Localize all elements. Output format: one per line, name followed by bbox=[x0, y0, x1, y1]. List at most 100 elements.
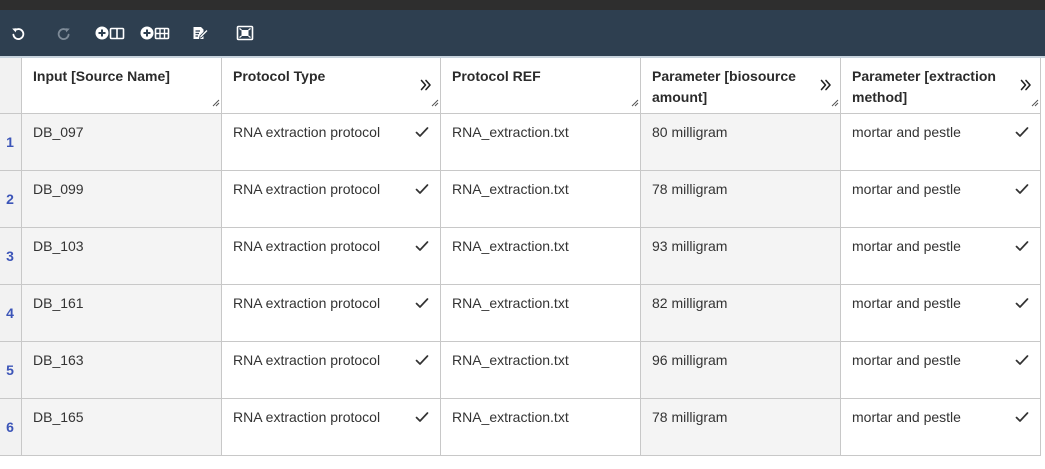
edit-table-button[interactable] bbox=[189, 10, 211, 56]
table-cell[interactable]: 78 milligram bbox=[641, 171, 841, 228]
table-cell-value: 82 milligram bbox=[652, 295, 728, 311]
checkmark-icon bbox=[415, 296, 429, 314]
column-header-5[interactable]: Parameter [extraction method] bbox=[841, 58, 1041, 114]
table-cell-value: RNA_extraction.txt bbox=[452, 238, 569, 254]
table-cell-value: 78 milligram bbox=[652, 181, 728, 197]
table-cell[interactable]: mortar and pestle bbox=[841, 114, 1041, 171]
add-building-block-icon bbox=[140, 26, 170, 40]
table-cell[interactable]: RNA extraction protocol bbox=[222, 399, 441, 456]
table-cell-value: DB_161 bbox=[33, 295, 84, 311]
add-building-block-button[interactable] bbox=[139, 10, 171, 56]
row-number[interactable]: 5 bbox=[0, 342, 22, 399]
table-cell-value: RNA extraction protocol bbox=[233, 238, 381, 254]
column-resize-handle-icon[interactable] bbox=[212, 94, 220, 112]
checkmark-icon bbox=[1015, 353, 1029, 371]
checkmark-icon bbox=[415, 353, 429, 371]
checkmark-icon bbox=[1015, 239, 1029, 257]
table-cell-value: RNA_extraction.txt bbox=[452, 181, 569, 197]
row-number-label: 5 bbox=[6, 362, 14, 378]
table-cell-value: mortar and pestle bbox=[852, 352, 961, 368]
table-cell[interactable]: 80 milligram bbox=[641, 114, 841, 171]
table-cell[interactable]: mortar and pestle bbox=[841, 285, 1041, 342]
table-cell[interactable]: RNA extraction protocol bbox=[222, 285, 441, 342]
expand-column-icon[interactable] bbox=[1020, 78, 1032, 96]
table-cell-value: RNA extraction protocol bbox=[233, 409, 381, 425]
table-cell-value: DB_163 bbox=[33, 352, 84, 368]
table-cell-value: mortar and pestle bbox=[852, 409, 961, 425]
table-cell[interactable]: RNA_extraction.txt bbox=[441, 342, 641, 399]
row-number[interactable]: 4 bbox=[0, 285, 22, 342]
expand-column-icon[interactable] bbox=[820, 78, 832, 96]
table-cell-value: DB_099 bbox=[33, 181, 84, 197]
table-cell[interactable]: 82 milligram bbox=[641, 285, 841, 342]
column-header-1[interactable]: Input [Source Name] bbox=[22, 58, 222, 114]
table-cell-value: 80 milligram bbox=[652, 124, 728, 140]
table-cell-value: RNA extraction protocol bbox=[233, 295, 381, 311]
table-cell[interactable]: RNA extraction protocol bbox=[222, 228, 441, 285]
table-cell[interactable]: DB_097 bbox=[22, 114, 222, 171]
column-resize-handle-icon[interactable] bbox=[831, 94, 839, 112]
table-cell[interactable]: RNA_extraction.txt bbox=[441, 171, 641, 228]
add-column-icon bbox=[95, 26, 125, 40]
expand-column-icon[interactable] bbox=[420, 78, 432, 96]
table-cell[interactable]: RNA extraction protocol bbox=[222, 171, 441, 228]
row-number-label: 6 bbox=[6, 419, 14, 435]
table-cell[interactable]: DB_163 bbox=[22, 342, 222, 399]
column-header-label: Parameter [biosource amount] bbox=[652, 68, 796, 105]
table-cell-value: 96 milligram bbox=[652, 352, 728, 368]
table-cell[interactable]: 78 milligram bbox=[641, 399, 841, 456]
checkmark-icon bbox=[415, 125, 429, 143]
column-resize-handle-icon[interactable] bbox=[631, 94, 639, 112]
table-cell[interactable]: RNA_extraction.txt bbox=[441, 228, 641, 285]
column-resize-handle-icon[interactable] bbox=[431, 94, 439, 112]
table-cell[interactable]: RNA extraction protocol bbox=[222, 342, 441, 399]
table-cell-value: mortar and pestle bbox=[852, 295, 961, 311]
table-cell[interactable]: RNA_extraction.txt bbox=[441, 114, 641, 171]
table-cell-value: RNA_extraction.txt bbox=[452, 295, 569, 311]
table-cell-value: RNA_extraction.txt bbox=[452, 352, 569, 368]
undo-button[interactable] bbox=[6, 10, 30, 56]
column-header-label: Protocol Type bbox=[233, 68, 326, 84]
add-column-button[interactable] bbox=[94, 10, 126, 56]
row-number-header bbox=[0, 58, 22, 114]
annotation-table: Input [Source Name] Protocol Type Protocol… bbox=[0, 58, 1045, 469]
table-cell[interactable]: mortar and pestle bbox=[841, 342, 1041, 399]
table-cell[interactable]: DB_099 bbox=[22, 171, 222, 228]
redo-button[interactable] bbox=[52, 10, 76, 56]
table-cell[interactable]: DB_165 bbox=[22, 399, 222, 456]
table-cell-value: DB_165 bbox=[33, 409, 84, 425]
redo-icon bbox=[57, 28, 70, 40]
table-cell[interactable]: mortar and pestle bbox=[841, 171, 1041, 228]
table-cell-value: mortar and pestle bbox=[852, 181, 961, 197]
table-cell[interactable]: mortar and pestle bbox=[841, 228, 1041, 285]
fit-table-button[interactable] bbox=[234, 10, 256, 56]
window-top-strip bbox=[0, 0, 1045, 10]
table-cell[interactable]: mortar and pestle bbox=[841, 399, 1041, 456]
table-cell[interactable]: RNA_extraction.txt bbox=[441, 399, 641, 456]
row-number[interactable]: 3 bbox=[0, 228, 22, 285]
table-cell-value: mortar and pestle bbox=[852, 124, 961, 140]
row-number[interactable]: 6 bbox=[0, 399, 22, 456]
checkmark-icon bbox=[1015, 410, 1029, 428]
table-cell[interactable]: DB_103 bbox=[22, 228, 222, 285]
row-number[interactable]: 1 bbox=[0, 114, 22, 171]
column-header-2[interactable]: Protocol Type bbox=[222, 58, 441, 114]
column-header-4[interactable]: Parameter [biosource amount] bbox=[641, 58, 841, 114]
table-cell-value: DB_097 bbox=[33, 124, 84, 140]
table-cell[interactable]: RNA_extraction.txt bbox=[441, 285, 641, 342]
column-header-3[interactable]: Protocol REF bbox=[441, 58, 641, 114]
table-cell-value: mortar and pestle bbox=[852, 238, 961, 254]
table-cell-value: RNA_extraction.txt bbox=[452, 124, 569, 140]
checkmark-icon bbox=[415, 182, 429, 200]
table-cell[interactable]: DB_161 bbox=[22, 285, 222, 342]
table-cell-value: RNA extraction protocol bbox=[233, 124, 381, 140]
table-cell[interactable]: 96 milligram bbox=[641, 342, 841, 399]
row-number[interactable]: 2 bbox=[0, 171, 22, 228]
table-cell[interactable]: RNA extraction protocol bbox=[222, 114, 441, 171]
column-resize-handle-icon[interactable] bbox=[1031, 94, 1039, 112]
table-cell[interactable]: 93 milligram bbox=[641, 228, 841, 285]
table-cell-value: RNA extraction protocol bbox=[233, 181, 381, 197]
checkmark-icon bbox=[1015, 182, 1029, 200]
table-cell-value: DB_103 bbox=[33, 238, 84, 254]
table-cell-value: 78 milligram bbox=[652, 409, 728, 425]
